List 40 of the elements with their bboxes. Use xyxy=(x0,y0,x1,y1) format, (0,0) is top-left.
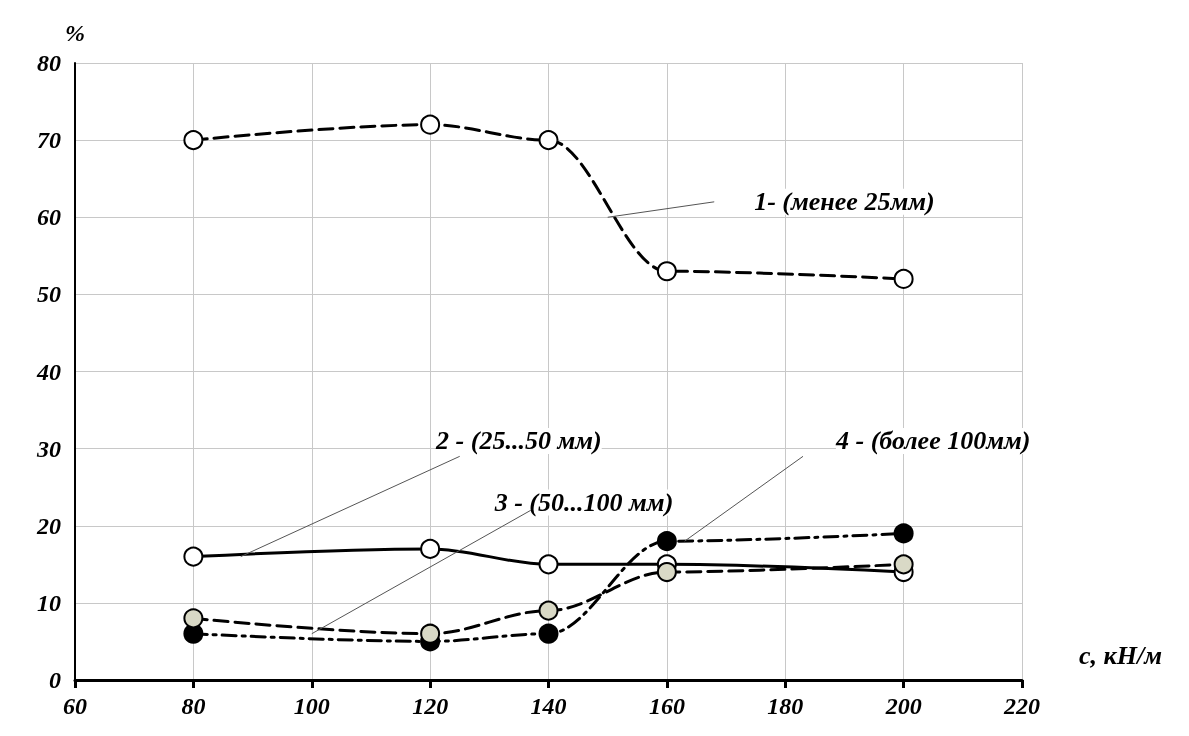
y-tick-label: 50 xyxy=(37,281,61,308)
point xyxy=(183,130,204,151)
point xyxy=(893,268,914,289)
y-tick-label: 80 xyxy=(37,50,61,76)
point xyxy=(656,562,677,583)
y-axis-title: % xyxy=(65,20,85,46)
x-tick-label: 140 xyxy=(530,693,567,719)
point xyxy=(893,523,914,544)
text: 2 - (25...50 мм) xyxy=(435,426,602,456)
point xyxy=(538,130,559,151)
x-tick-label: 200 xyxy=(884,693,922,719)
y-tick-label: 20 xyxy=(36,512,61,539)
y-tick-label: 10 xyxy=(37,589,61,616)
point xyxy=(420,114,441,135)
text: 1- (менее 25мм) xyxy=(754,187,935,217)
y-tick-label: 60 xyxy=(37,204,61,231)
point xyxy=(420,623,441,644)
point xyxy=(538,554,559,575)
point xyxy=(538,600,559,621)
y-tick-label: 40 xyxy=(36,358,61,385)
x-tick-label: 160 xyxy=(648,693,685,719)
point xyxy=(538,623,559,644)
y-tick-label: 70 xyxy=(37,127,61,154)
point xyxy=(420,538,441,559)
text: 4 - (более 100мм) xyxy=(834,426,1031,456)
point xyxy=(183,608,204,629)
x-tick-label: 60 xyxy=(63,693,87,719)
x-tick-label: 180 xyxy=(767,693,804,719)
x-tick-label: 100 xyxy=(293,693,330,719)
point xyxy=(893,554,914,575)
x-tick-label: 120 xyxy=(412,693,449,719)
point xyxy=(656,531,677,552)
x-tick-label: 220 xyxy=(1003,693,1040,719)
point xyxy=(183,546,204,567)
y-tick-label: 30 xyxy=(36,435,61,462)
point xyxy=(656,261,677,282)
y-tick-label: 0 xyxy=(49,667,61,693)
x-axis-title: c, кН/м xyxy=(1079,640,1162,670)
x-tick-label: 80 xyxy=(181,693,206,719)
series-label: 3 - (50...100 мм) xyxy=(493,488,674,518)
